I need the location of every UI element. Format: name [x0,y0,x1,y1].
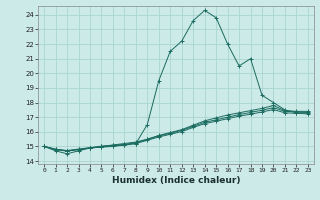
X-axis label: Humidex (Indice chaleur): Humidex (Indice chaleur) [112,176,240,185]
